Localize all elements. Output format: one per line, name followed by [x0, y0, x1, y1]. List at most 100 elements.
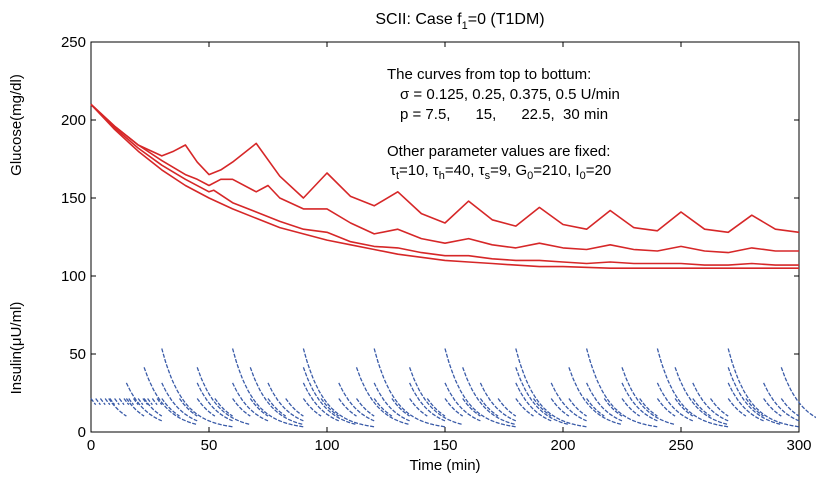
insulin-pulse: [780, 367, 816, 419]
insulin-pulse: [104, 398, 111, 406]
glucose-line-4: [90, 103, 799, 269]
insulin-pulse: [267, 382, 304, 422]
series-layer: [90, 103, 816, 428]
x-tick-label: 0: [87, 437, 95, 454]
insulin-pulse: [285, 398, 304, 417]
insulin-pulse: [302, 382, 340, 422]
insulin-pulse: [302, 398, 322, 417]
annotation: The curves from top to bottum: σ = 0.125…: [387, 66, 620, 182]
insulin-series: [125, 382, 800, 422]
insulin-pulse: [550, 398, 570, 417]
insulin-pulse: [178, 398, 198, 417]
insulin-pulse: [373, 348, 446, 428]
insulin-series: [143, 367, 816, 426]
insulin-pulse: [515, 382, 552, 422]
insulin-pulse: [161, 398, 180, 417]
insulin-pulse: [90, 398, 97, 406]
insulin-pulse: [143, 367, 198, 426]
insulin-pulse: [444, 398, 464, 417]
insulin-pulse: [674, 398, 694, 417]
insulin-pulse: [320, 398, 340, 417]
insulin-pulse: [147, 398, 153, 406]
insulin-pulse: [550, 382, 587, 422]
insulin-series: [161, 348, 800, 428]
insulin-pulse: [444, 382, 481, 422]
insulin-pulse: [780, 398, 800, 417]
insulin-pulse: [692, 382, 729, 422]
insulin-pulse: [568, 398, 587, 417]
y-tick-label: 0: [78, 424, 86, 441]
insulin-pulse: [727, 367, 782, 426]
insulin-pulse: [338, 382, 375, 422]
insulin-pulse: [656, 382, 694, 422]
insulin-pulse: [621, 398, 641, 417]
annotation-line-3: p = 7.5, 15, 22.5, 30 min: [400, 106, 608, 123]
insulin-pulse: [656, 398, 676, 417]
x-tick-label: 300: [786, 437, 811, 454]
x-tick-label: 50: [201, 437, 218, 454]
annotation-line-1: The curves from top to bottum:: [387, 66, 591, 83]
glucose-line-1: [90, 103, 800, 234]
insulin-pulse: [99, 398, 106, 406]
insulin-pulse: [586, 382, 623, 422]
insulin-pulse: [249, 367, 304, 426]
insulin-pulse: [373, 398, 393, 417]
annotation-line-4: Other parameter values are fixed:: [387, 143, 610, 160]
x-tick-label: 200: [550, 437, 575, 454]
x-tick-label: 250: [668, 437, 693, 454]
insulin-pulse: [142, 398, 149, 406]
insulin-pulse: [727, 382, 764, 422]
insulin-pulse: [444, 348, 516, 428]
insulin-pulse: [231, 348, 304, 428]
glucose-line-3: [90, 103, 799, 266]
annotation-parameters: τt=10, τh=40, τs=9, G0=210, I0=20: [390, 162, 611, 182]
insulin-pulse: [151, 398, 158, 406]
insulin-pulse: [196, 382, 233, 422]
insulin-pulse: [128, 398, 135, 406]
insulin-pulse: [137, 398, 144, 406]
insulin-pulse: [515, 367, 570, 426]
insulin-pulse: [232, 398, 251, 417]
annotation-line-2: σ = 0.125, 0.25, 0.375, 0.5 U/min: [400, 86, 620, 103]
chart-title: SCII: Case f1=0 (T1DM): [375, 11, 544, 32]
y-axis-label-glucose: Glucose(mg/dl): [8, 74, 25, 176]
insulin-pulse: [479, 398, 499, 417]
insulin-pulse: [621, 367, 676, 426]
insulin-pulse: [196, 398, 216, 417]
insulin-pulse: [196, 367, 251, 426]
insulin-pulse: [639, 398, 658, 417]
y-axis-label-insulin: Insulin(μU/ml): [8, 302, 25, 395]
insulin-pulse: [118, 398, 125, 406]
insulin-series: [108, 398, 800, 417]
insulin-pulse: [161, 382, 198, 422]
insulin-pulse: [515, 348, 587, 428]
insulin-pulse: [568, 367, 623, 426]
insulin-pulse: [132, 398, 139, 406]
insulin-series: [90, 398, 163, 406]
insulin-pulse: [692, 398, 711, 417]
insulin-pulse: [114, 398, 120, 406]
insulin-pulse: [479, 382, 517, 422]
insulin-pulse: [745, 398, 764, 417]
insulin-pulse: [497, 398, 517, 417]
insulin-pulse: [603, 398, 623, 417]
y-tick-label: 50: [69, 346, 86, 363]
insulin-pulse: [123, 398, 130, 406]
insulin-pulse: [156, 398, 163, 406]
insulin-pulse: [338, 398, 357, 417]
insulin-pulse: [161, 348, 233, 428]
insulin-pulse: [409, 382, 446, 422]
axis-ticks: 0 50 100 150 200 250 300 0 50 100 150 200 250: [61, 34, 812, 454]
insulin-pulse: [125, 382, 163, 422]
insulin-pulse: [763, 382, 800, 422]
insulin-pulse: [515, 398, 534, 417]
x-axis-label: Time (min): [409, 457, 480, 474]
insulin-pulse: [355, 398, 375, 417]
insulin-pulse: [586, 398, 605, 417]
glucose-line-2: [90, 103, 799, 254]
insulin-pulse: [267, 398, 287, 417]
insulin-pulse: [408, 367, 463, 426]
y-tick-label: 200: [61, 112, 86, 129]
insulin-pulse: [355, 367, 410, 426]
